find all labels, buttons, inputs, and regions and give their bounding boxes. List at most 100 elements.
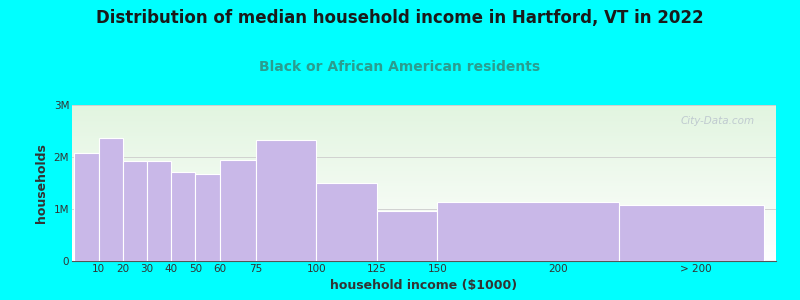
Bar xyxy=(147,160,171,261)
Bar xyxy=(72,192,776,194)
Bar xyxy=(72,174,776,175)
Bar xyxy=(72,161,776,163)
Bar xyxy=(72,122,776,124)
Bar xyxy=(219,160,256,261)
Bar xyxy=(72,105,776,106)
Bar xyxy=(72,235,776,236)
Bar xyxy=(72,155,776,157)
Bar xyxy=(98,138,123,261)
Bar xyxy=(72,166,776,167)
Bar xyxy=(72,175,776,177)
Bar xyxy=(72,180,776,182)
Bar xyxy=(72,133,776,135)
Bar xyxy=(72,158,776,160)
Bar xyxy=(72,144,776,146)
Bar xyxy=(72,142,776,144)
Bar xyxy=(72,127,776,128)
Bar xyxy=(72,222,776,224)
Bar xyxy=(72,253,776,255)
Bar xyxy=(72,216,776,217)
Bar xyxy=(256,140,316,261)
Bar xyxy=(72,205,776,206)
Text: Distribution of median household income in Hartford, VT in 2022: Distribution of median household income … xyxy=(96,9,704,27)
Bar xyxy=(72,110,776,111)
Bar xyxy=(72,260,776,261)
Bar xyxy=(72,244,776,245)
Bar xyxy=(72,255,776,256)
Bar xyxy=(72,119,776,121)
Bar xyxy=(72,200,776,202)
Bar xyxy=(72,150,776,152)
Bar xyxy=(72,163,776,164)
Bar xyxy=(74,153,98,261)
Bar xyxy=(72,147,776,149)
Bar xyxy=(72,208,776,209)
Bar xyxy=(72,136,776,138)
Text: City-Data.com: City-Data.com xyxy=(681,116,755,126)
Bar xyxy=(72,113,776,114)
Bar xyxy=(316,183,377,261)
Bar xyxy=(72,194,776,196)
Bar xyxy=(72,124,776,125)
Bar xyxy=(72,252,776,253)
Bar xyxy=(72,167,776,169)
Bar xyxy=(72,238,776,239)
Bar xyxy=(72,128,776,130)
Bar xyxy=(72,177,776,178)
Bar xyxy=(72,118,776,119)
Bar xyxy=(72,214,776,216)
Bar xyxy=(72,225,776,227)
Bar xyxy=(72,256,776,258)
Bar xyxy=(72,206,776,208)
X-axis label: household income ($1000): household income ($1000) xyxy=(330,279,518,292)
Bar xyxy=(72,188,776,189)
Bar xyxy=(195,174,219,261)
Bar xyxy=(72,231,776,233)
Bar xyxy=(72,169,776,170)
Bar xyxy=(438,202,618,261)
Bar xyxy=(72,116,776,118)
Bar xyxy=(72,135,776,136)
Bar xyxy=(72,160,776,161)
Bar xyxy=(72,164,776,166)
Bar xyxy=(72,224,776,225)
Bar xyxy=(72,111,776,113)
Bar xyxy=(72,153,776,155)
Bar xyxy=(72,258,776,260)
Bar xyxy=(171,172,195,261)
Bar xyxy=(72,138,776,139)
Bar xyxy=(72,131,776,133)
Bar xyxy=(72,239,776,241)
Bar xyxy=(72,189,776,191)
Bar xyxy=(72,202,776,203)
Bar xyxy=(72,233,776,235)
Bar xyxy=(72,241,776,242)
Bar xyxy=(123,160,147,261)
Bar xyxy=(72,172,776,174)
Bar xyxy=(72,130,776,131)
Text: Black or African American residents: Black or African American residents xyxy=(259,60,541,74)
Bar xyxy=(72,213,776,214)
Bar xyxy=(72,125,776,127)
Bar xyxy=(72,183,776,184)
Bar xyxy=(72,149,776,150)
Bar xyxy=(72,121,776,122)
Bar xyxy=(72,197,776,199)
Bar xyxy=(72,157,776,158)
Bar xyxy=(72,170,776,172)
Bar xyxy=(72,219,776,220)
Bar xyxy=(72,227,776,228)
Bar xyxy=(72,146,776,147)
Bar xyxy=(72,211,776,213)
Bar xyxy=(72,220,776,222)
Bar xyxy=(72,196,776,197)
Bar xyxy=(72,184,776,186)
Bar xyxy=(72,108,776,110)
Bar xyxy=(377,211,438,261)
Bar xyxy=(72,114,776,116)
Bar xyxy=(72,182,776,183)
Bar xyxy=(72,250,776,252)
Bar xyxy=(72,191,776,192)
Bar xyxy=(72,186,776,188)
Bar xyxy=(72,230,776,231)
